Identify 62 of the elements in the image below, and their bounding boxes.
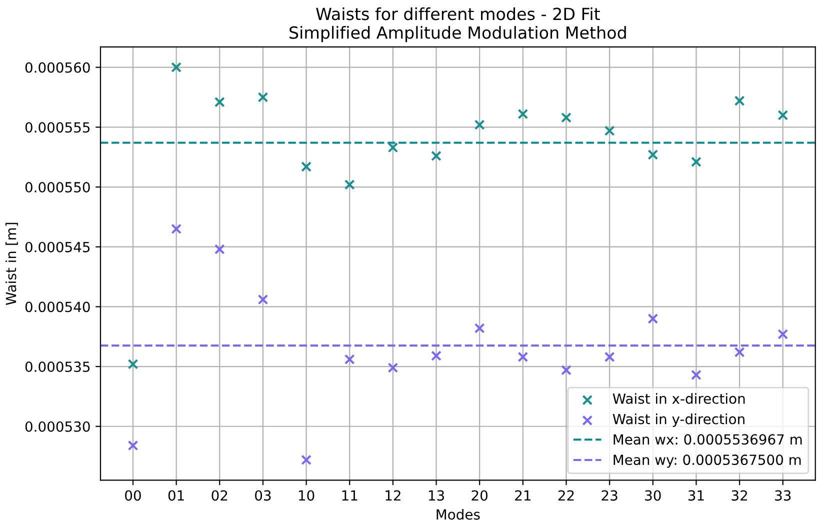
point (474, 323, 485, 334)
x-tick-label: 12 (386, 490, 400, 501)
x-tick-label: 01 (168, 490, 184, 501)
point (344, 179, 355, 190)
x-tick-label: 32 (732, 490, 747, 501)
point (344, 354, 355, 365)
x-axis-title: Modes (436, 508, 480, 520)
x-tick-label: 10 (298, 490, 314, 501)
legend-label: Mean wy: 0.0005367500 m (614, 454, 801, 468)
point (388, 142, 398, 153)
point (734, 96, 745, 106)
point (388, 362, 398, 373)
x-tick-label: 13 (428, 490, 444, 501)
x-tick-label: 30 (645, 490, 661, 501)
point (258, 92, 268, 102)
x-tick-label: 02 (212, 490, 228, 501)
y-axis-title: Waist in [m] (6, 222, 18, 306)
point (301, 161, 312, 172)
x-tick-label: 00 (125, 490, 141, 501)
point (648, 313, 658, 324)
point (214, 244, 225, 254)
point (128, 440, 138, 451)
x-tick-label: 11 (342, 490, 358, 501)
point (561, 364, 572, 376)
point (518, 352, 528, 362)
point (214, 96, 225, 108)
point (648, 149, 658, 160)
point (171, 224, 182, 234)
x-tick-label: 21 (515, 490, 530, 501)
point (171, 62, 182, 73)
y-tick-label: 0.000550 (25, 182, 90, 192)
legend-label: Waist in y-direction (612, 414, 744, 427)
point (301, 454, 312, 466)
x-tick-label: 20 (472, 490, 488, 501)
chart-title: Waists for different modes - 2D Fit Simplified Amplitude Modulation Method (290, 7, 626, 42)
point (691, 156, 702, 168)
y-tick-label: 0.000535 (25, 362, 90, 372)
point (258, 294, 268, 305)
point (604, 352, 615, 362)
y-tick-label: 0.000555 (25, 122, 90, 133)
point (128, 358, 138, 370)
x-tick-label: 03 (255, 490, 271, 501)
point (604, 126, 615, 136)
point (518, 108, 528, 120)
x-tick-label: 23 (602, 490, 618, 501)
point (474, 120, 485, 130)
x-tick-label: 33 (775, 490, 791, 501)
point (778, 329, 788, 340)
point (778, 110, 788, 120)
point (431, 350, 442, 361)
legend-label: Mean wx: 0.0005536967 m (614, 434, 802, 445)
point (691, 370, 702, 380)
point (431, 150, 442, 162)
y-tick-label: 0.000560 (25, 62, 90, 73)
y-tick-label: 0.000540 (25, 302, 90, 312)
y-tick-label: 0.000545 (25, 242, 90, 252)
legend-label: Waist in x-direction (612, 393, 745, 404)
x-tick-label: 31 (688, 490, 704, 501)
point (561, 112, 572, 123)
y-tick-label: 0.000530 (25, 421, 90, 432)
point (734, 346, 745, 358)
x-tick-label: 22 (558, 490, 574, 501)
